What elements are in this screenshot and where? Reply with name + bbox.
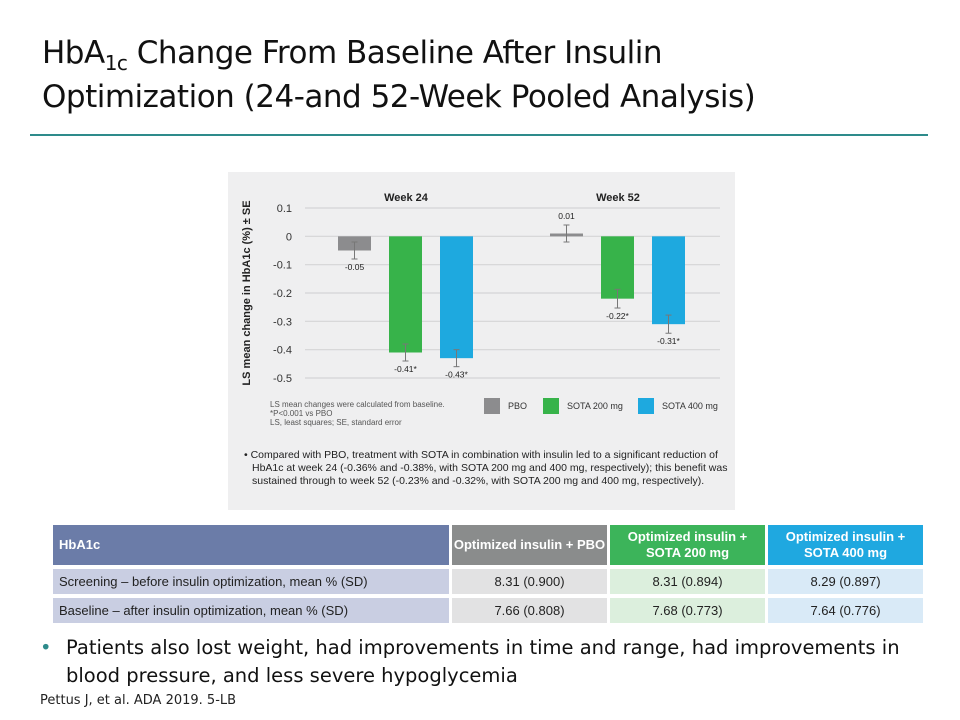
cell: 7.66 (0.808) bbox=[452, 598, 607, 623]
citation: Pettus J, et al. ADA 2019. 5-LB bbox=[40, 693, 237, 708]
chart-panel: 0.1 0 -0.1 -0.2 -0.3 -0.4 -0.5 LS mean change i… bbox=[228, 172, 735, 510]
hba1c-table: HbA1c Optimized insulin + PBO Optimized … bbox=[50, 521, 926, 627]
category-label: Week 24 bbox=[384, 192, 429, 204]
footnote: LS, least squares; SE, standard error bbox=[270, 418, 402, 427]
bullet-point: • Patients also lost weight, had improvem… bbox=[40, 634, 946, 690]
y-tick-label: -0.4 bbox=[273, 345, 292, 357]
legend-item-sota400: SOTA 400 mg bbox=[638, 398, 718, 414]
data-label: -0.05 bbox=[345, 262, 365, 272]
footnote: *P<0.001 vs PBO bbox=[270, 409, 333, 418]
cell: 7.68 (0.773) bbox=[610, 598, 765, 623]
y-tick-label: -0.2 bbox=[273, 288, 292, 300]
table-row: Baseline – after insulin optimization, m… bbox=[53, 598, 923, 623]
bar-chart: 0.1 0 -0.1 -0.2 -0.3 -0.4 -0.5 LS mean change i… bbox=[241, 192, 720, 386]
y-tick-label: 0 bbox=[286, 231, 292, 243]
table-row: Screening – before insulin optimization,… bbox=[53, 569, 923, 594]
legend-item-pbo: PBO bbox=[484, 398, 527, 414]
data-label: 0.01 bbox=[558, 211, 575, 221]
chart-footnotes: LS mean changes were calculated from bas… bbox=[270, 400, 445, 427]
chart-note-text: Compared with PBO, treatment with SOTA i… bbox=[250, 449, 728, 487]
cell: 8.29 (0.897) bbox=[768, 569, 923, 594]
title-text: HbA bbox=[42, 35, 105, 71]
title-text: Change From Baseline After Insulin bbox=[127, 35, 663, 71]
title-subscript: 1c bbox=[104, 51, 128, 75]
bar bbox=[389, 236, 422, 353]
y-axis-label: LS mean change in HbA1c (%) ± SE bbox=[241, 200, 253, 385]
data-label: -0.22* bbox=[606, 311, 629, 321]
category-label: Week 52 bbox=[596, 192, 640, 204]
table-header-row: HbA1c Optimized insulin + PBO Optimized … bbox=[53, 525, 923, 565]
header-pbo: Optimized insulin + PBO bbox=[452, 525, 607, 565]
title-line2: Optimization (24-and 52-Week Pooled Anal… bbox=[42, 79, 756, 115]
footnote: LS mean changes were calculated from bas… bbox=[270, 400, 445, 409]
bullet-text: Patients also lost weight, had improveme… bbox=[66, 636, 900, 687]
title-divider bbox=[30, 134, 928, 136]
data-label: -0.31* bbox=[657, 336, 680, 346]
data-label: -0.43* bbox=[445, 370, 468, 380]
cell: 8.31 (0.900) bbox=[452, 569, 607, 594]
row-label: Screening – before insulin optimization,… bbox=[53, 569, 449, 594]
cell: 7.64 (0.776) bbox=[768, 598, 923, 623]
cell: 8.31 (0.894) bbox=[610, 569, 765, 594]
y-tick-label: -0.1 bbox=[273, 260, 292, 272]
y-tick-label: -0.3 bbox=[273, 316, 292, 328]
slide-title: HbA1c Change From Baseline After Insulin… bbox=[42, 35, 756, 115]
legend-label: PBO bbox=[508, 401, 528, 411]
header-sota200: Optimized insulin + SOTA 200 mg bbox=[610, 525, 765, 565]
header-sota400: Optimized insulin + SOTA 400 mg bbox=[768, 525, 923, 565]
legend-label: SOTA 400 mg bbox=[662, 401, 718, 411]
bar bbox=[601, 236, 634, 299]
y-tick-label: -0.5 bbox=[273, 373, 292, 385]
legend-swatch bbox=[484, 398, 500, 414]
bar bbox=[652, 236, 685, 325]
legend-swatch bbox=[638, 398, 654, 414]
header-hba1c: HbA1c bbox=[53, 525, 449, 565]
y-tick-label: 0.1 bbox=[277, 203, 292, 215]
chart-note: • Compared with PBO, treatment with SOTA… bbox=[244, 449, 728, 487]
legend-label: SOTA 200 mg bbox=[567, 401, 623, 411]
row-label: Baseline – after insulin optimization, m… bbox=[53, 598, 449, 623]
legend-item-sota200: SOTA 200 mg bbox=[543, 398, 623, 414]
bullet-icon: • bbox=[40, 636, 52, 659]
bar bbox=[440, 236, 473, 359]
legend-swatch bbox=[543, 398, 559, 414]
data-label: -0.41* bbox=[394, 364, 417, 374]
